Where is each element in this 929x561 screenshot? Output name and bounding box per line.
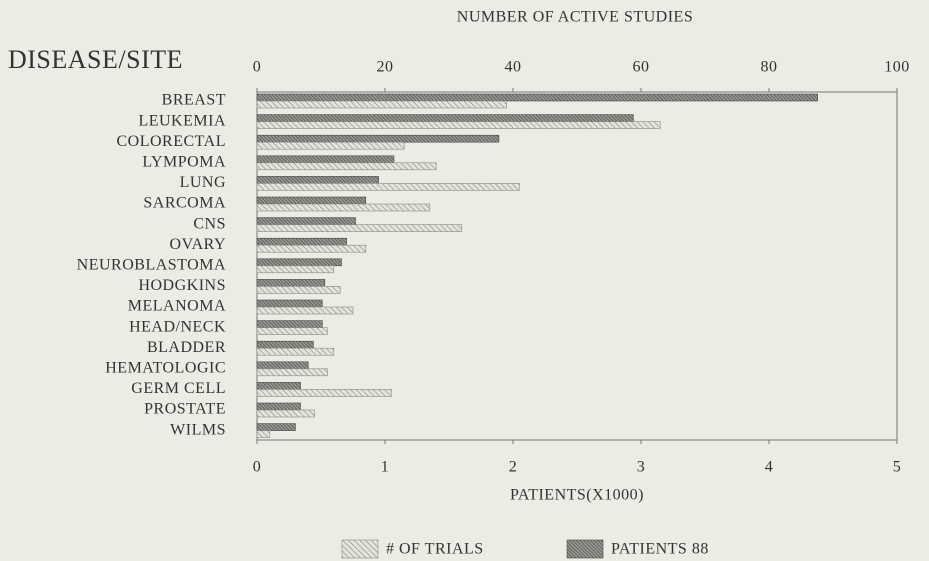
- legend-swatch: [566, 539, 604, 559]
- bar: [256, 320, 323, 328]
- x2-tick-label: 100: [884, 59, 910, 76]
- x-tick-label: 3: [637, 459, 646, 476]
- category-label: LYMPOMA: [142, 153, 226, 170]
- legend-swatch: [341, 539, 379, 559]
- x-tick-label: 2: [509, 459, 518, 476]
- bar: [256, 423, 296, 431]
- bar: [256, 409, 315, 418]
- category-label: HODGKINS: [138, 277, 226, 294]
- y-axis-title: DISEASE/SITE: [8, 45, 183, 74]
- x2-tick-label: 40: [505, 59, 522, 76]
- bar: [256, 279, 326, 287]
- bar: [256, 93, 818, 102]
- x-axis-title: PATIENTS(X1000): [510, 487, 644, 504]
- bar: [256, 114, 634, 122]
- bar: [256, 299, 323, 308]
- category-label: CNS: [193, 215, 226, 232]
- category-label: COLORECTAL: [117, 133, 227, 150]
- bar: [256, 368, 328, 377]
- x-tick-label: 0: [253, 459, 262, 476]
- category-label: HEAD/NECK: [129, 318, 226, 335]
- category-label: BLADDER: [147, 339, 226, 356]
- legend-label: PATIENTS 88: [611, 541, 709, 558]
- bar: [256, 196, 367, 205]
- category-label: LEUKEMIA: [138, 112, 226, 129]
- category-label: GERM CELL: [131, 380, 226, 397]
- x2-tick-label: 80: [761, 59, 778, 76]
- x2-tick-label: 20: [377, 59, 394, 76]
- bar: [256, 430, 271, 438]
- category-label: HEMATOLOGIC: [105, 359, 226, 376]
- bar: [256, 340, 314, 349]
- x-tick-label: 5: [893, 459, 902, 476]
- category-label: WILMS: [170, 421, 226, 438]
- bar: [256, 141, 405, 150]
- bar: [256, 389, 392, 397]
- bar: [256, 134, 500, 143]
- x2-tick-label: 0: [253, 59, 262, 76]
- bar: [256, 361, 309, 370]
- bar: [256, 327, 328, 335]
- bar: [256, 402, 301, 411]
- category-label: PROSTATE: [144, 401, 226, 418]
- x-tick-label: 4: [765, 459, 774, 476]
- bar: [256, 237, 347, 246]
- bar: [256, 176, 379, 184]
- bar: [256, 265, 335, 274]
- category-label: LUNG: [180, 174, 226, 191]
- bar: [256, 382, 301, 390]
- category-label: BREAST: [162, 92, 226, 109]
- bar: [256, 100, 507, 109]
- bar: [256, 121, 661, 129]
- category-label: SARCOMA: [143, 195, 226, 212]
- chart-title: NUMBER OF ACTIVE STUDIES: [457, 9, 693, 26]
- bar: [256, 183, 520, 191]
- bar: [256, 306, 354, 315]
- legend-label: # OF TRIALS: [386, 541, 484, 558]
- bar: [256, 244, 367, 253]
- bar: [256, 217, 356, 225]
- x2-tick-label: 60: [633, 59, 650, 76]
- bar: [256, 203, 431, 212]
- bar: [256, 155, 395, 164]
- category-label: NEUROBLASTOMA: [77, 256, 226, 273]
- x-tick-label: 1: [381, 459, 390, 476]
- bar: [256, 162, 437, 171]
- bar: [256, 286, 341, 294]
- category-label: MELANOMA: [128, 298, 226, 315]
- bar: [256, 347, 335, 356]
- bar: [256, 224, 463, 232]
- bar: [256, 258, 342, 267]
- category-label: OVARY: [170, 236, 226, 253]
